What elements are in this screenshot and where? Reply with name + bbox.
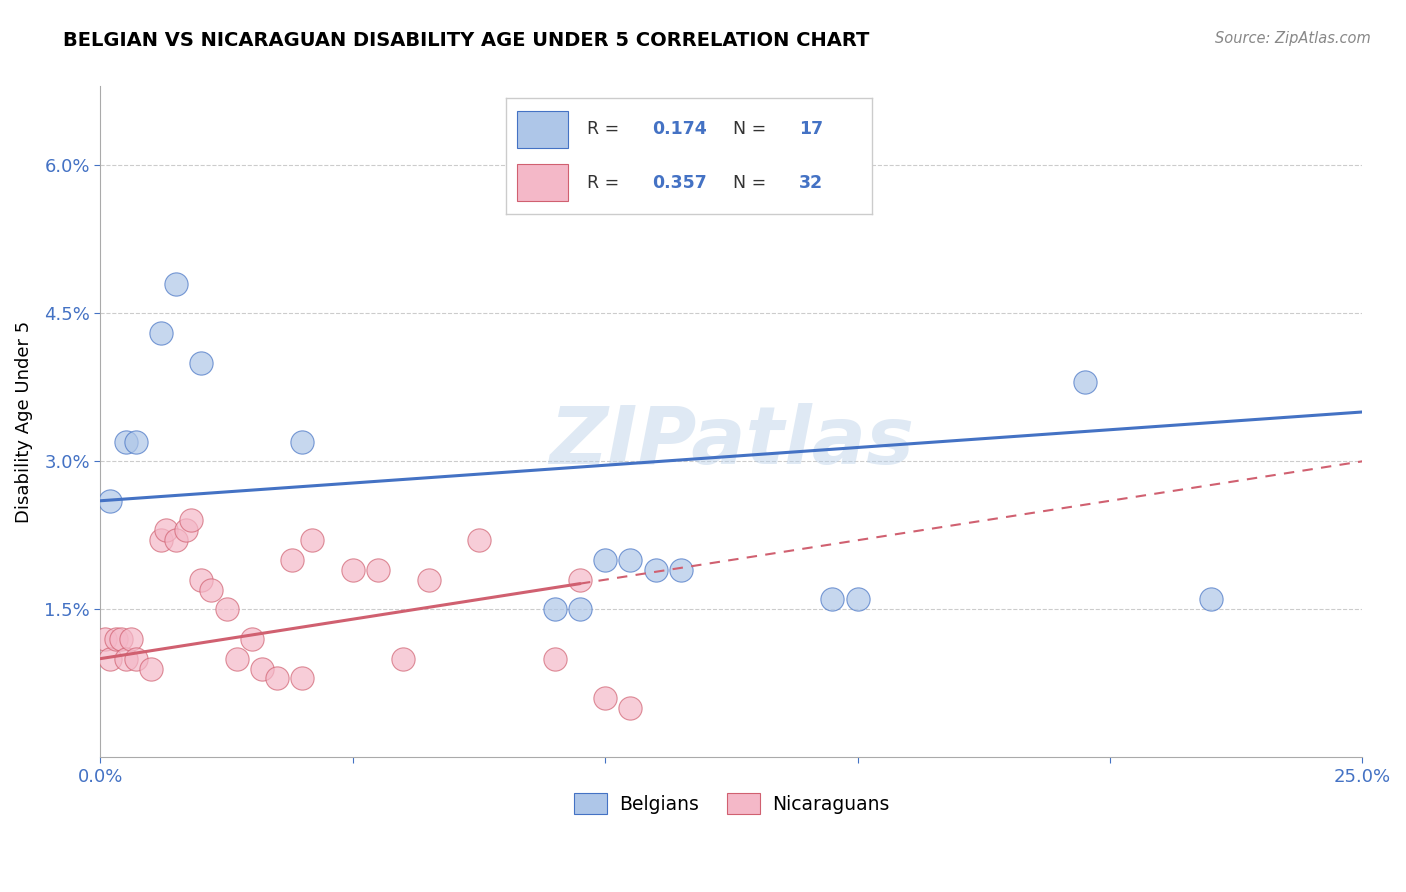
Point [281,553,304,567]
Point [392,651,415,665]
Point [114,651,136,665]
Point [125,434,148,449]
Text: 32: 32 [799,174,823,192]
Point [821,592,844,607]
Text: 0.174: 0.174 [652,120,707,138]
Point [139,661,162,675]
Point [165,277,187,291]
Point [120,632,142,646]
Point [569,602,592,616]
Point [114,434,136,449]
Text: ZIPatlas: ZIPatlas [548,403,914,481]
Point [544,651,567,665]
Point [593,553,616,567]
FancyBboxPatch shape [517,164,568,202]
Point [190,573,212,587]
Text: R =: R = [586,174,619,192]
Point [418,573,440,587]
Point [149,326,172,340]
Text: 0.357: 0.357 [652,174,707,192]
Point [125,651,148,665]
Point [110,632,132,646]
Text: Source: ZipAtlas.com: Source: ZipAtlas.com [1215,31,1371,46]
Point [468,533,491,548]
Point [619,553,641,567]
Point [165,533,187,548]
Point [846,592,869,607]
Point [1074,376,1097,390]
Point [367,563,389,577]
Point [174,524,197,538]
Point [291,672,314,686]
Y-axis label: Disability Age Under 5: Disability Age Under 5 [15,321,32,523]
Point [190,356,212,370]
Text: N =: N = [733,174,766,192]
Text: BELGIAN VS NICARAGUAN DISABILITY AGE UNDER 5 CORRELATION CHART: BELGIAN VS NICARAGUAN DISABILITY AGE UND… [63,31,870,50]
Point [94,632,117,646]
Point [301,533,323,548]
Point [104,632,127,646]
Text: N =: N = [733,120,766,138]
Point [149,533,172,548]
Point [291,434,314,449]
Point [644,563,666,577]
Text: R =: R = [586,120,619,138]
Point [155,524,177,538]
Point [544,602,567,616]
Point [266,672,288,686]
Point [100,493,122,508]
Point [200,582,222,597]
Point [215,602,238,616]
Point [669,563,692,577]
Point [225,651,247,665]
FancyBboxPatch shape [517,111,568,148]
Point [619,701,641,715]
Point [342,563,364,577]
Text: 17: 17 [799,120,823,138]
Point [100,651,122,665]
Point [250,661,273,675]
Point [180,514,202,528]
Point [240,632,263,646]
Legend: Belgians, Nicaraguans: Belgians, Nicaraguans [567,785,897,822]
Point [1199,592,1222,607]
Point [593,691,616,706]
Point [569,573,592,587]
